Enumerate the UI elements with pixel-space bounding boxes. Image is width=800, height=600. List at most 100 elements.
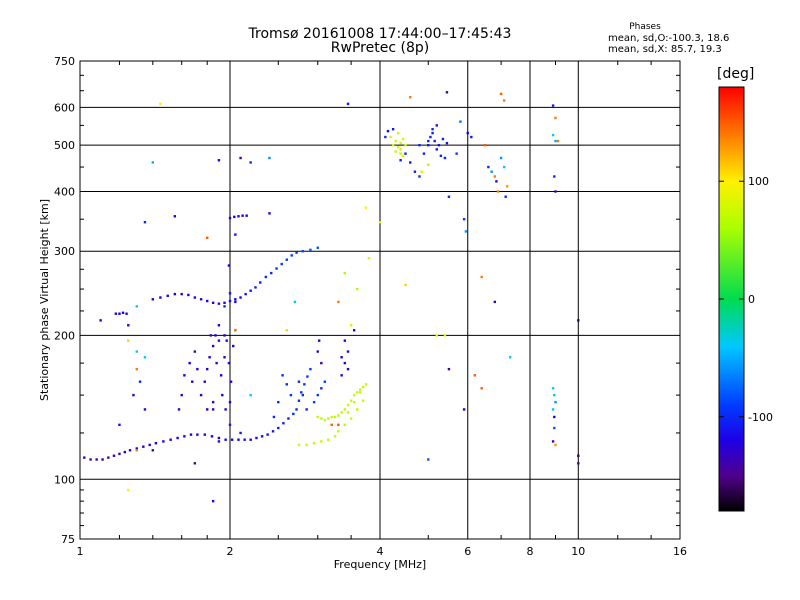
x-tick-label: 4 (377, 545, 384, 558)
data-point (205, 367, 209, 371)
data-point (323, 418, 327, 422)
data-point (556, 139, 560, 143)
data-point (333, 435, 337, 438)
data-point (502, 165, 506, 169)
data-point (443, 334, 447, 337)
data-point (340, 374, 343, 377)
data-point (135, 350, 138, 353)
data-point (445, 91, 449, 94)
data-point (464, 230, 468, 233)
data-point (271, 430, 275, 433)
data-point (128, 449, 132, 452)
data-point (505, 185, 509, 188)
data-points (83, 91, 580, 503)
data-point (337, 414, 340, 417)
data-point (399, 159, 402, 162)
data-point (229, 380, 233, 383)
data-point (401, 154, 405, 158)
data-point (349, 399, 353, 402)
data-point (441, 137, 445, 141)
data-point (553, 426, 556, 430)
data-point (352, 400, 356, 404)
data-point (404, 143, 407, 147)
data-point (554, 190, 557, 193)
data-point (391, 127, 395, 131)
data-point (577, 462, 580, 465)
data-point (275, 267, 278, 270)
data-point (260, 435, 264, 438)
data-point (333, 415, 337, 419)
data-point (249, 438, 252, 441)
data-point (295, 251, 298, 254)
data-point (237, 438, 240, 441)
data-point (391, 143, 395, 147)
data-point (317, 339, 321, 342)
data-point (223, 356, 226, 359)
data-point (420, 170, 423, 173)
y-axis-title: Stationary phase Virtual Height [km] (38, 199, 51, 401)
data-point (418, 143, 421, 147)
data-point (327, 417, 330, 420)
data-point (337, 300, 340, 304)
data-point (285, 329, 288, 332)
data-point (289, 393, 293, 397)
data-point (358, 391, 362, 394)
data-point (95, 458, 98, 461)
data-point (508, 356, 512, 359)
data-point (180, 292, 183, 296)
data-point (346, 403, 350, 407)
data-point (135, 447, 138, 450)
data-point (309, 367, 312, 371)
data-point (502, 99, 506, 102)
data-point (473, 374, 477, 377)
data-point (285, 383, 288, 386)
data-point (268, 212, 271, 215)
data-point (554, 400, 557, 404)
colorbar-tick-label: 0 (748, 293, 755, 306)
data-point (217, 440, 221, 443)
data-point (504, 195, 507, 198)
data-point (228, 299, 232, 303)
colorbar-tick-label: -100 (748, 411, 773, 424)
x-tick-label: 8 (527, 545, 534, 558)
data-point (427, 163, 430, 166)
data-point (466, 131, 469, 135)
data-point (295, 408, 298, 411)
data-point (404, 283, 407, 287)
data-point (211, 408, 215, 411)
data-point (496, 190, 500, 193)
data-point (312, 400, 316, 404)
data-point (418, 175, 421, 178)
data-point (143, 221, 147, 224)
data-point (554, 116, 557, 120)
data-point (239, 431, 242, 435)
data-point (151, 161, 155, 164)
data-point (399, 148, 402, 151)
data-point (255, 436, 258, 440)
data-point (553, 415, 556, 419)
colorbar-label: [deg] (717, 66, 755, 82)
x-tick-label: 10 (571, 545, 585, 558)
data-point (316, 415, 319, 419)
data-point (343, 361, 347, 365)
data-point (499, 156, 503, 160)
data-point (358, 388, 362, 391)
data-point (551, 133, 555, 137)
data-point (409, 95, 412, 99)
data-point (330, 423, 333, 427)
data-point (217, 324, 221, 327)
data-point (404, 152, 407, 155)
data-point (551, 408, 555, 411)
data-point (305, 443, 308, 447)
data-point (143, 356, 147, 359)
data-point (245, 214, 248, 217)
data-point (176, 436, 179, 440)
data-point (327, 438, 330, 441)
data-point (305, 408, 308, 411)
data-point (180, 393, 183, 397)
data-point (320, 361, 323, 365)
y-tick-label: 200 (54, 329, 75, 342)
data-point (189, 433, 193, 436)
phases-heading: Phases (629, 22, 661, 32)
data-point (301, 393, 305, 397)
